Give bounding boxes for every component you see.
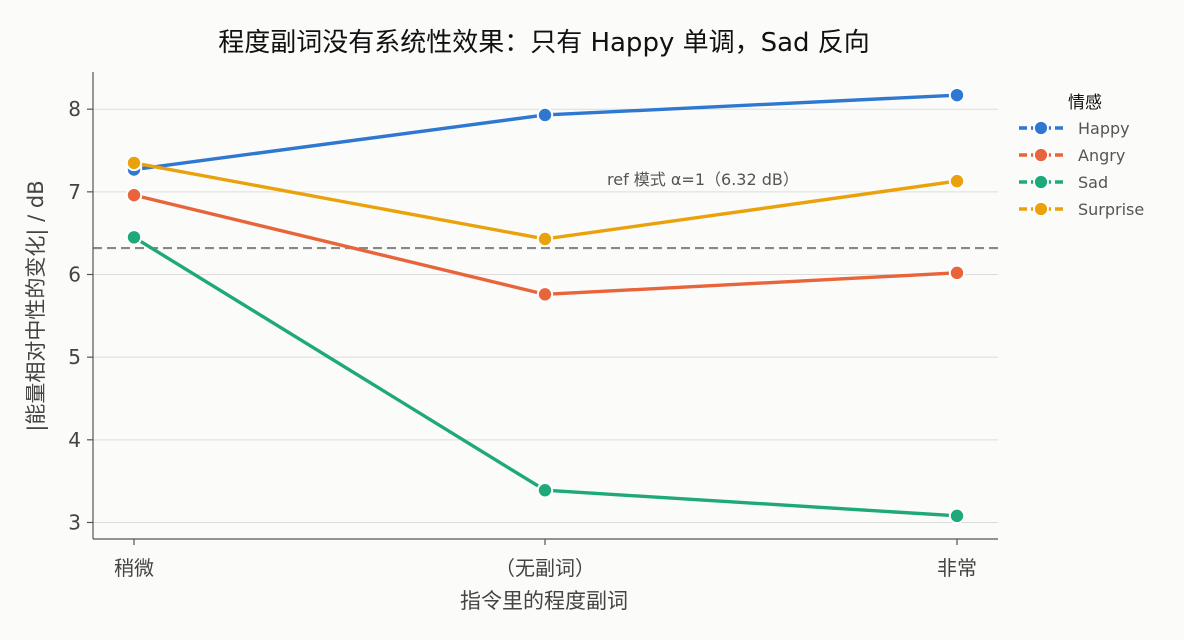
data-point [948, 264, 966, 282]
series-line [133, 161, 958, 241]
data-point [125, 229, 143, 246]
legend-item-sad: Sad [1019, 173, 1108, 192]
y-tick-label: 5 [68, 345, 81, 369]
series-sad [125, 229, 966, 525]
legend-swatch-marker [1033, 120, 1049, 136]
y-tick-label: 7 [68, 180, 81, 204]
x-axis-label: 指令里的程度副词 [460, 589, 628, 613]
data-point [948, 86, 966, 104]
legend-label: Angry [1078, 146, 1125, 165]
x-tick-label: 稍微 [114, 556, 154, 580]
legend-swatch-marker [1033, 201, 1049, 217]
y-tick-label: 4 [68, 428, 81, 452]
legend-item-angry: Angry [1019, 146, 1125, 165]
data-point [125, 186, 143, 204]
data-point [536, 106, 554, 124]
legend-label: Happy [1078, 119, 1130, 138]
legend-label: Sad [1078, 173, 1108, 192]
x-tick-label: 非常 [937, 556, 977, 580]
data-point [948, 507, 966, 525]
x-tick-label: （无副词） [495, 556, 595, 580]
grid-lines [93, 108, 998, 523]
legend-swatch-marker [1033, 174, 1049, 190]
reference-annotation: ref 模式 α=1（6.32 dB） [607, 170, 799, 189]
y-axis-label: |能量相对中性的变化| / dB [24, 180, 49, 431]
series-happy [125, 86, 966, 178]
legend-item-surprise: Surprise [1019, 200, 1144, 219]
axes: 3 4 5 6 7 8 稍微 （无副词） 非常 [68, 72, 998, 580]
series-angry [125, 186, 966, 303]
chart-title: 程度副词没有系统性效果：只有 Happy 单调，Sad 反向 [218, 28, 870, 58]
data-point [125, 154, 143, 172]
legend-item-happy: Happy [1019, 119, 1130, 138]
data-point [948, 172, 966, 190]
legend-swatch-marker [1033, 147, 1049, 163]
y-tick-label: 3 [68, 510, 81, 534]
series-line [133, 93, 958, 172]
data-point [536, 286, 554, 303]
data-point [536, 230, 554, 248]
legend: 情感 Happy Angry Sad Surprise [1019, 93, 1144, 219]
legend-label: Surprise [1078, 200, 1144, 219]
y-tick-label: 8 [68, 97, 81, 121]
legend-title: 情感 [1068, 93, 1102, 113]
y-tick-label: 6 [68, 263, 81, 287]
series-group [125, 86, 966, 525]
series-surprise [125, 154, 966, 248]
data-point [536, 482, 554, 499]
